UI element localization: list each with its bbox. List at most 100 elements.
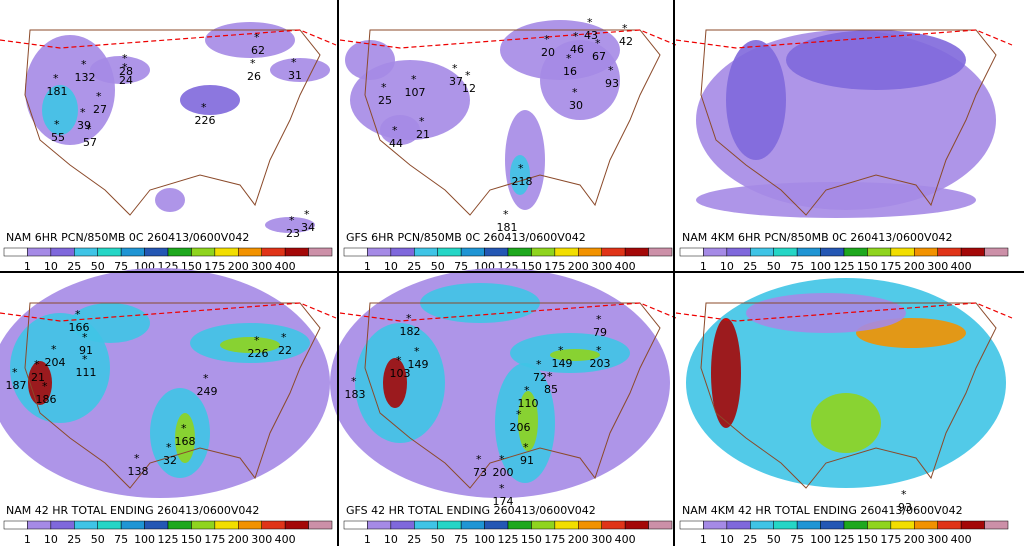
station-value: 149 bbox=[408, 358, 429, 371]
colorbar-label: 25 bbox=[67, 533, 81, 546]
colorbar-cell bbox=[144, 520, 169, 530]
colorbar-cell bbox=[261, 247, 286, 257]
colorbar-label: 75 bbox=[114, 533, 128, 546]
colorbar-label: 1 bbox=[364, 533, 371, 546]
country-border bbox=[24, 29, 321, 216]
colorbar-cell bbox=[554, 247, 579, 257]
colorbar-label: 10 bbox=[720, 260, 734, 273]
colorbar-label: 25 bbox=[407, 533, 421, 546]
colorbar-cell bbox=[843, 520, 868, 530]
colorbar-cell bbox=[531, 247, 556, 257]
colorbar-label: 300 bbox=[927, 260, 948, 273]
station-marker: * bbox=[281, 331, 287, 344]
station-marker: * bbox=[34, 358, 40, 371]
colorbar-cell bbox=[343, 247, 368, 257]
colorbar-cell bbox=[191, 247, 216, 257]
colorbar-cell bbox=[914, 247, 938, 257]
colorbar-cell bbox=[144, 247, 169, 257]
colorbar-cell bbox=[624, 247, 649, 257]
colorbar-cell bbox=[578, 520, 602, 530]
colorbar-cell bbox=[367, 247, 392, 257]
colorbar-cell bbox=[3, 247, 28, 257]
colorbar-label: 50 bbox=[91, 260, 105, 273]
station-marker: * bbox=[181, 422, 187, 435]
colorbar-label: 300 bbox=[591, 260, 612, 273]
colorbar-label: 75 bbox=[454, 533, 468, 546]
station-marker: * bbox=[499, 453, 505, 466]
colorbar-label: 125 bbox=[834, 260, 855, 273]
precip-area bbox=[811, 393, 881, 453]
colorbar-cell bbox=[167, 520, 192, 530]
colorbar-cell bbox=[960, 247, 985, 257]
colorbar-label: 100 bbox=[810, 260, 831, 273]
station-value: 182 bbox=[400, 325, 421, 338]
colorbar-cell bbox=[460, 247, 485, 257]
colorbar-cell bbox=[308, 247, 333, 257]
colorbar-cell bbox=[820, 247, 845, 257]
colorbar-label: 150 bbox=[857, 533, 878, 546]
station-value: 44 bbox=[389, 137, 403, 150]
station-value: 226 bbox=[195, 114, 216, 127]
colorbar-label: 175 bbox=[544, 533, 565, 546]
colorbar-label: 10 bbox=[384, 533, 398, 546]
precip-area bbox=[786, 30, 966, 90]
station-value: 42 bbox=[619, 35, 633, 48]
colorbar-cell bbox=[390, 247, 415, 257]
precip-area bbox=[726, 40, 786, 160]
colorbar-cell bbox=[214, 247, 239, 257]
station-marker: * bbox=[304, 208, 310, 221]
panel-caption: GFS 6HR PCN/850MB 0C 260413/0600V042 bbox=[346, 231, 586, 244]
colorbar-label: 100 bbox=[474, 533, 495, 546]
colorbar-cell bbox=[97, 247, 122, 257]
colorbar-cell bbox=[343, 520, 368, 530]
station-value: 20 bbox=[541, 46, 555, 59]
colorbar-cell bbox=[820, 520, 845, 530]
station-marker: * bbox=[596, 313, 602, 326]
colorbar-label: 10 bbox=[720, 533, 734, 546]
precip-area bbox=[380, 115, 420, 145]
map-panel: *166*204*91*111*187*21*186*249*226*22*16… bbox=[0, 268, 337, 546]
precip-area bbox=[265, 217, 315, 233]
colorbar-label: 175 bbox=[204, 260, 225, 273]
colorbar-label: 50 bbox=[431, 533, 445, 546]
station-marker: * bbox=[166, 441, 172, 454]
colorbar-label: 1 bbox=[24, 260, 31, 273]
colorbar-label: 200 bbox=[904, 533, 925, 546]
station-marker: * bbox=[82, 353, 88, 366]
colorbar-cell bbox=[531, 520, 556, 530]
precip-area bbox=[518, 391, 538, 451]
colorbar-label: 50 bbox=[431, 260, 445, 273]
colorbar-cell bbox=[214, 520, 239, 530]
colorbar-label: 150 bbox=[521, 533, 542, 546]
colorbar-cell bbox=[120, 520, 145, 530]
station-marker: * bbox=[53, 72, 59, 85]
station-marker: * bbox=[419, 115, 425, 128]
colorbar-cell bbox=[937, 247, 962, 257]
station-marker: * bbox=[516, 408, 522, 421]
station-marker: * bbox=[547, 370, 553, 383]
station-marker: * bbox=[524, 384, 530, 397]
colorbar-label: 25 bbox=[743, 260, 757, 273]
station-value: 39 bbox=[77, 119, 91, 132]
station-value: 21 bbox=[31, 371, 45, 384]
colorbar-cell bbox=[648, 520, 673, 530]
colorbar-cell bbox=[507, 247, 532, 257]
colorbar-cell bbox=[50, 520, 75, 530]
colorbar-cell bbox=[679, 247, 704, 257]
station-value: 204 bbox=[45, 356, 66, 369]
colorbar-label: 25 bbox=[407, 260, 421, 273]
station-marker: * bbox=[396, 354, 402, 367]
precip-area bbox=[220, 337, 280, 353]
station-marker: * bbox=[254, 31, 260, 44]
colorbar-cell bbox=[703, 520, 728, 530]
station-value: 23 bbox=[286, 227, 300, 240]
station-marker: * bbox=[81, 58, 87, 71]
colorbar-cell bbox=[679, 520, 704, 530]
country-border bbox=[700, 302, 997, 489]
station-marker: * bbox=[80, 106, 86, 119]
station-value: 183 bbox=[345, 388, 366, 401]
station-value: 91 bbox=[79, 344, 93, 357]
colorbar-cell bbox=[308, 520, 333, 530]
